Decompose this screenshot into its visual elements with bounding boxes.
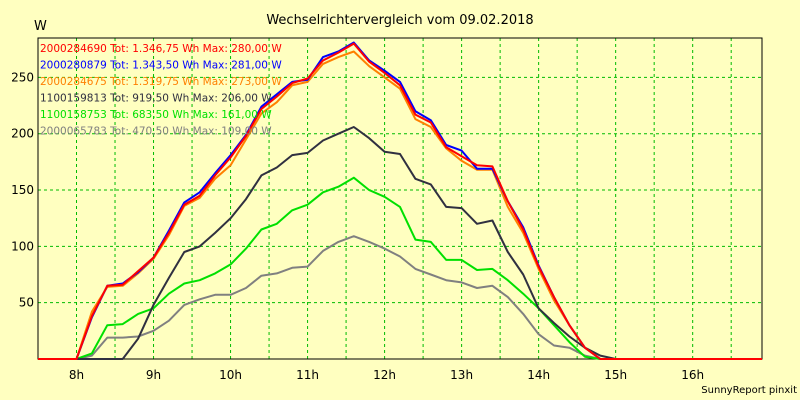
legend-entry-1100158753: 1100158753 Tot: 683,50 Wh Max: 161,00 W	[40, 109, 272, 121]
x-tick-label: 8h	[69, 368, 84, 382]
x-tick-label: 14h	[527, 368, 550, 382]
y-tick-label: 50	[19, 296, 34, 310]
x-tick-label: 15h	[604, 368, 627, 382]
plot-area: 8h 9h 10h 11h 12h 13h 14h 15h 16h 50 100 150 200 250	[11, 37, 763, 382]
legend-entry-2000280879: 2000280879 Tot: 1.343,50 Wh Max: 281,00 …	[40, 60, 282, 72]
y-tick-label: 150	[11, 183, 34, 197]
y-axis-unit-label: W	[34, 19, 47, 34]
x-tick-label: 16h	[681, 368, 704, 382]
x-tick-label: 9h	[146, 368, 161, 382]
footer-credit: SunnyReport pinxit	[701, 385, 797, 396]
series-line-2000284690	[38, 42, 762, 360]
y-tick-label: 100	[11, 239, 34, 253]
legend-entry-2000284690: 2000284690 Tot: 1.346,75 Wh Max: 280,00 …	[40, 43, 282, 55]
y-tick-label: 250	[11, 70, 34, 84]
legend-entry-2000065783: 2000065783 Tot: 470,50 Wh Max: 109,00 W	[40, 126, 272, 138]
x-tick-label: 10h	[219, 368, 242, 382]
x-tick-label: 12h	[373, 368, 396, 382]
legend-entry-1100159813: 1100159813 Tot: 919,50 Wh Max: 206,00 W	[40, 93, 272, 105]
y-tick-label: 200	[11, 127, 34, 141]
plot-frame	[37, 37, 763, 360]
legend: 2000284690 Tot: 1.346,75 Wh Max: 280,00 …	[40, 43, 282, 138]
x-tick-label: 13h	[450, 368, 473, 382]
legend-entry-2000284675: 2000284675 Tot: 1.319,75 Wh Max: 273,00 …	[40, 76, 282, 88]
x-tick-label: 11h	[296, 368, 319, 382]
chart-title: Wechselrichtervergleich vom 09.02.2018	[266, 13, 533, 28]
